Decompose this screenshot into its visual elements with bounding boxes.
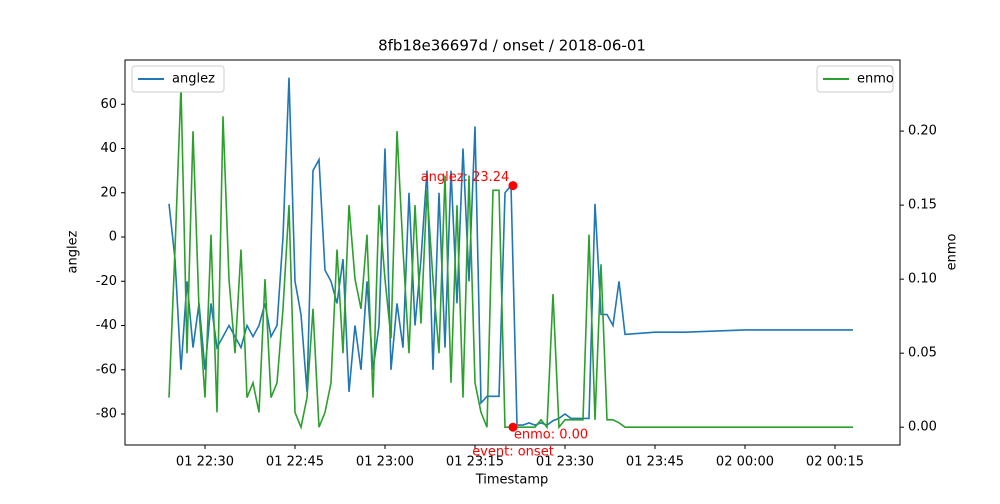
y2-axis-label: enmo <box>945 234 960 271</box>
plot-frame <box>124 59 901 446</box>
y2-tick-label: 0.05 <box>908 346 937 361</box>
y-tick-label: -20 <box>96 274 117 289</box>
series-line <box>168 86 853 430</box>
x-axis-label: Timestamp <box>475 473 549 488</box>
y2-tick-label: 0.15 <box>908 198 937 213</box>
y2-tick-label: 0.10 <box>908 272 937 287</box>
y-tick-label: 60 <box>100 97 117 112</box>
y-tick-label: -60 <box>96 362 117 377</box>
y2-tick-label: 0.20 <box>908 124 937 139</box>
legend-box <box>816 65 894 93</box>
y2-tick-label: 0.00 <box>908 420 937 435</box>
event-label: event: onset <box>472 445 554 460</box>
x-tick-label: 02 00:00 <box>716 455 774 470</box>
x-tick-label: 02 00:15 <box>806 455 864 470</box>
x-tick-label: 01 23:15 <box>446 455 504 470</box>
x-tick-label: 01 23:00 <box>356 455 414 470</box>
chart-title: 8fb18e36697d / onset / 2018-06-01 <box>378 37 646 55</box>
annotation-label: enmo: 0.00 <box>514 428 588 443</box>
y-tick-label: -40 <box>96 318 117 333</box>
legend-label: enmo <box>857 72 894 87</box>
legend-box <box>131 65 225 93</box>
y-tick-label: 20 <box>100 185 117 200</box>
x-tick-label: 01 22:45 <box>266 455 324 470</box>
y-tick-label: -80 <box>96 407 117 422</box>
x-tick-label: 01 23:45 <box>626 455 684 470</box>
legend-label: anglez <box>172 72 215 87</box>
y-tick-label: 0 <box>109 230 117 245</box>
annotation-marker <box>508 181 518 191</box>
y-tick-label: 40 <box>100 141 117 156</box>
y-axis-label: anglez <box>66 230 81 273</box>
x-tick-label: 01 23:30 <box>536 455 594 470</box>
annotation-label: anglez: 23.24 <box>421 170 510 185</box>
x-tick-label: 01 22:30 <box>176 455 234 470</box>
annotation-marker <box>508 422 518 432</box>
series-line <box>168 77 853 426</box>
